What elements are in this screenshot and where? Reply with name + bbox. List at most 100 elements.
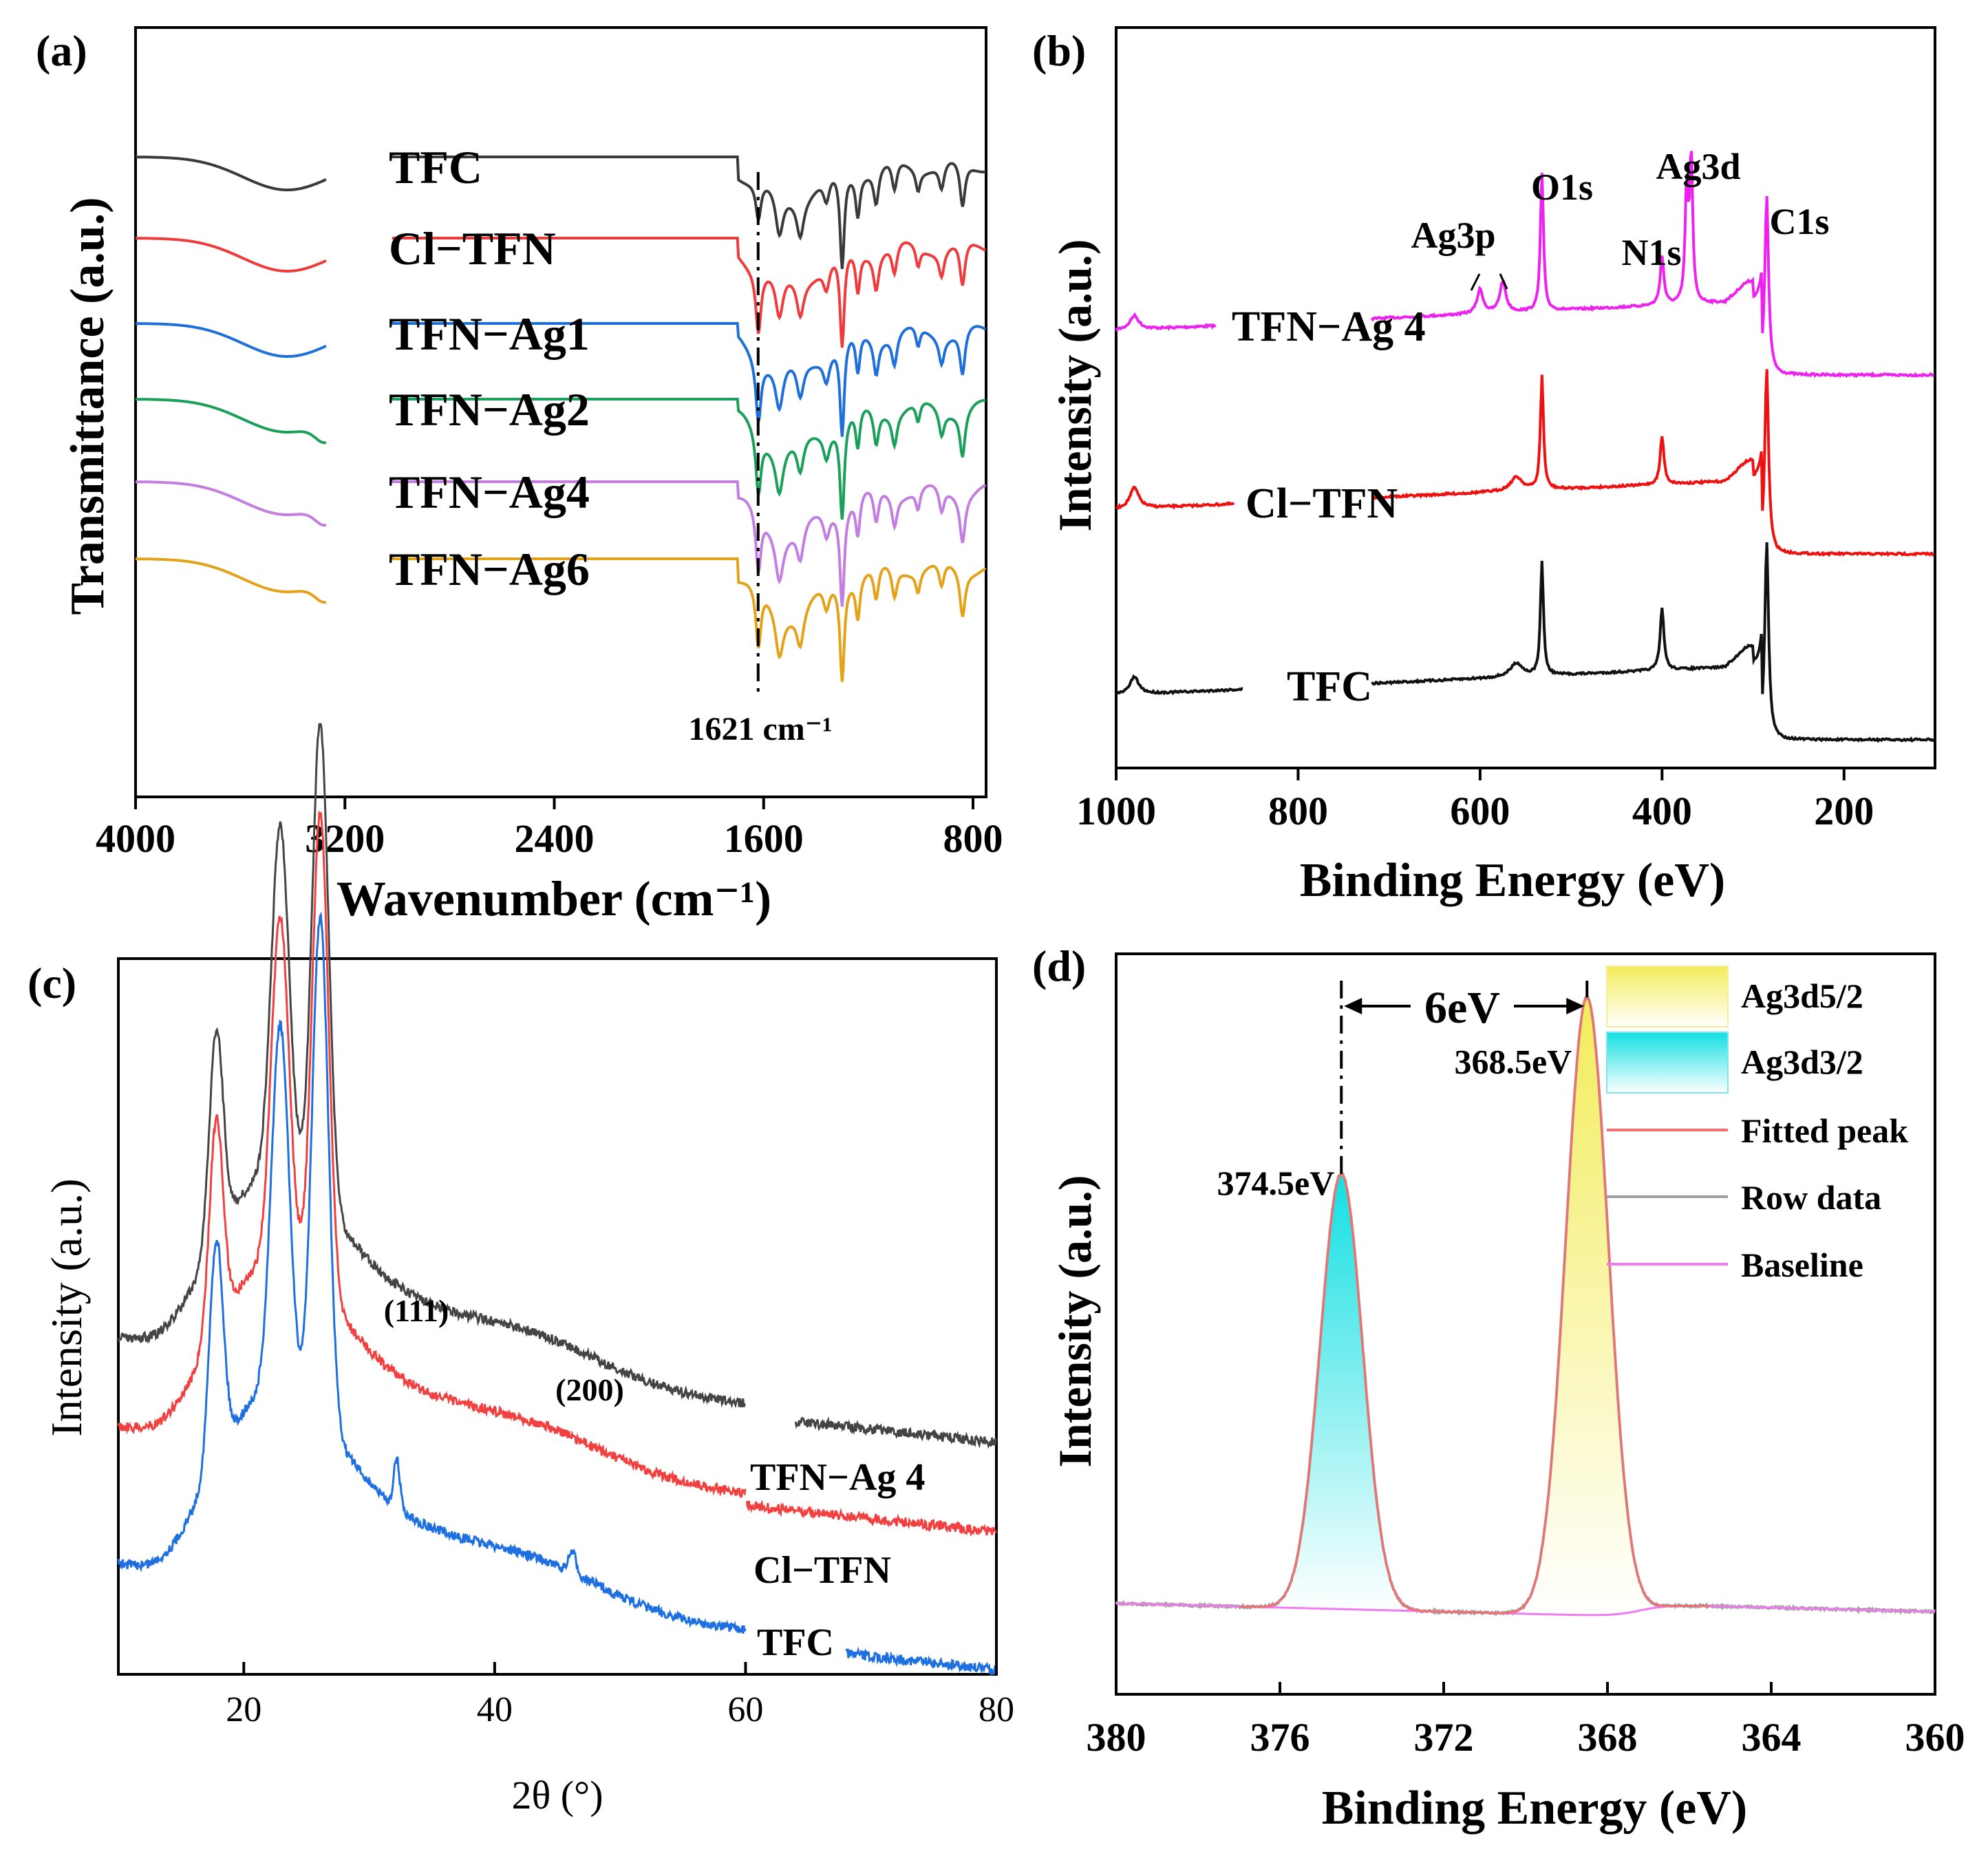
panel-a-marker-label: 1621 cm⁻¹ (688, 711, 832, 747)
panel-a-x-ticks: 4000 3200 2400 1600 800 (96, 797, 1003, 861)
panel-c-tick-label: 60 (727, 1690, 763, 1729)
panel-c-peak-label: (200) (555, 1372, 624, 1407)
panel-c-series-line (745, 1499, 997, 1537)
panel-c-series-line (845, 1646, 997, 1676)
panel-d-legend-label: Fitted peak (1741, 1111, 1908, 1150)
panel-a-series-line (392, 322, 987, 437)
panel-c-series-line (117, 723, 746, 1409)
panel-d-fit (1115, 994, 1936, 1617)
panel-b-x-axis-label: Binding Energy (eV) (1300, 854, 1725, 907)
panel-b-label: (b) (1032, 26, 1086, 75)
panel-d-x-axis-label: Binding Energy (eV) (1322, 1782, 1747, 1835)
panel-d-ag3d: (d) 380 376 372 368 364 360 Ag3d5/2 Ag3d3/2 Fit… (1032, 941, 1965, 1835)
panel-b-tick-label: 200 (1814, 789, 1874, 833)
panel-c-frame (117, 957, 998, 1676)
panel-a-series-line (135, 398, 327, 445)
panel-a-tick-label: 4000 (96, 816, 175, 861)
panel-b-tick-label: 800 (1268, 789, 1328, 833)
panel-d-legend-swatch (1606, 1032, 1729, 1094)
panel-b-x-ticks: 1000 800 600 400 200 (1076, 768, 1874, 833)
panel-b-series-line (1115, 485, 1235, 510)
panel-a-series-label: Cl−TFN (389, 222, 556, 275)
panel-a-series-line (392, 156, 986, 269)
panel-c-series-line (117, 810, 747, 1498)
panel-b-series-line (1371, 542, 1935, 743)
panel-c-y-axis-label: Intensity (a.u.) (42, 1179, 91, 1437)
panel-c-series-label: TFC (757, 1621, 834, 1664)
panel-a-frame (134, 26, 987, 798)
panel-b-peak-label: C1s (1769, 201, 1829, 242)
panel-c-xrd: (c) 20 40 60 80 TFN−Ag 4 Cl−TFN TFC (111) (200… (28, 723, 1014, 1817)
panel-a-series-labels: TFC Cl−TFN TFN−Ag1 TFN−Ag2 TFN−Ag4 TFN−Ag6 (389, 141, 590, 595)
panel-d-tick-label: 360 (1905, 1715, 1965, 1760)
panel-c-series-label: Cl−TFN (753, 1549, 891, 1592)
panel-a-series-label: TFN−Ag4 (389, 466, 590, 518)
panel-d-separation-label: 6eV (1424, 983, 1500, 1033)
panel-d-raw-line (1115, 994, 1936, 1617)
panel-d-tick-label: 376 (1250, 1715, 1310, 1760)
panel-a-tick-label: 2400 (514, 816, 594, 861)
panel-b-series-line (1115, 312, 1217, 332)
panel-d-tick-label: 364 (1742, 1715, 1802, 1760)
panel-a-series-line (135, 237, 327, 273)
panel-a-series-label: TFN−Ag2 (389, 383, 590, 436)
panel-b-peak-labels: Ag3p O1s Ag3d N1s C1s (1411, 146, 1830, 291)
panel-d-frame (1115, 952, 1936, 1696)
panel-c-series-label: TFN−Ag 4 (750, 1456, 925, 1499)
panel-b-series-line (1115, 674, 1243, 696)
panel-b-series-label: TFN−Ag 4 (1232, 303, 1426, 350)
panel-d-legend-swatch (1606, 966, 1729, 1027)
panel-a-series-line (135, 480, 327, 527)
panel-c-peak-label: (111) (384, 1293, 449, 1328)
panel-c-peak-labels: (111) (200) (384, 1293, 624, 1407)
panel-c-tick-label: 80 (979, 1690, 1014, 1729)
panel-b-ag3p-arrows (1470, 273, 1508, 291)
panel-a-x-axis-label: Wavenumber (cm⁻¹) (336, 871, 771, 926)
panel-b-frame (1115, 26, 1936, 769)
panel-b-peak-label: Ag3d (1656, 146, 1740, 187)
panel-c-series-line (117, 911, 747, 1634)
panel-b-peak-label: N1s (1621, 232, 1681, 273)
panel-d-tick-label: 380 (1087, 1715, 1146, 1760)
panel-d-label: (d) (1032, 941, 1086, 990)
panel-b-tick-label: 600 (1450, 789, 1510, 833)
panel-b-tick-label: 400 (1632, 789, 1692, 833)
panel-a-series-label: TFN−Ag6 (389, 543, 590, 595)
panel-d-fitted-line (1239, 996, 1710, 1614)
panel-a-series-line (392, 398, 986, 520)
panel-d-peak-label: 368.5eV (1454, 1042, 1572, 1080)
panel-a-ftir: (a) 4000 3200 2400 1600 800 TFCCl−TFNTFN−Ag1… (36, 26, 1003, 926)
panel-b-series-labels: TFN−Ag 4 Cl−TFN TFC (1232, 303, 1426, 710)
panel-c-label: (c) (28, 959, 76, 1007)
panel-a-tick-label: 1600 (724, 816, 804, 861)
panel-b-series-label: TFC (1287, 663, 1372, 710)
panel-b-tick-label: 1000 (1076, 789, 1156, 833)
panel-a-tick-label: 800 (943, 816, 1003, 861)
panel-d-legend: Ag3d5/2 Ag3d3/2 Fitted peak Row data Baselin… (1606, 966, 1908, 1284)
panel-d-peak-label: 374.5eV (1217, 1164, 1334, 1202)
panel-a-series-line (135, 557, 327, 604)
panel-c-tick-label: 40 (477, 1690, 513, 1729)
panel-d-annotations: 374.5eV 368.5eV 6eV (1217, 981, 1589, 1202)
panel-a-spectra (135, 156, 987, 683)
panel-d-peak-area (1464, 997, 1710, 1615)
panel-b-peak-label: O1s (1531, 167, 1593, 208)
panel-b-series-label: Cl−TFN (1246, 480, 1398, 527)
panel-a-series-line (392, 557, 987, 683)
panel-a-y-axis-label: Transmittance (a.u.) (61, 197, 114, 615)
panel-d-legend-label: Row data (1741, 1178, 1881, 1217)
panel-b-series-line (1370, 151, 1935, 378)
panel-a-label: (a) (36, 26, 87, 75)
panel-a-series-label: TFC (389, 141, 482, 193)
panel-c-x-ticks: 20 40 60 80 (226, 1662, 1014, 1729)
panel-c-series-labels: TFN−Ag 4 Cl−TFN TFC (750, 1456, 925, 1664)
panel-d-legend-label: Baseline (1741, 1246, 1863, 1284)
panel-d-legend-label: Ag3d3/2 (1741, 1043, 1863, 1081)
panel-b-y-axis-label: Intensity (a.u.) (1049, 239, 1101, 531)
panel-d-tick-label: 372 (1414, 1715, 1474, 1760)
panel-b-spectra (1115, 151, 1935, 743)
panel-d-legend-label: Ag3d5/2 (1741, 977, 1863, 1015)
panel-c-x-axis-label: 2θ (°) (511, 1773, 603, 1817)
panel-c-patterns (117, 723, 997, 1676)
